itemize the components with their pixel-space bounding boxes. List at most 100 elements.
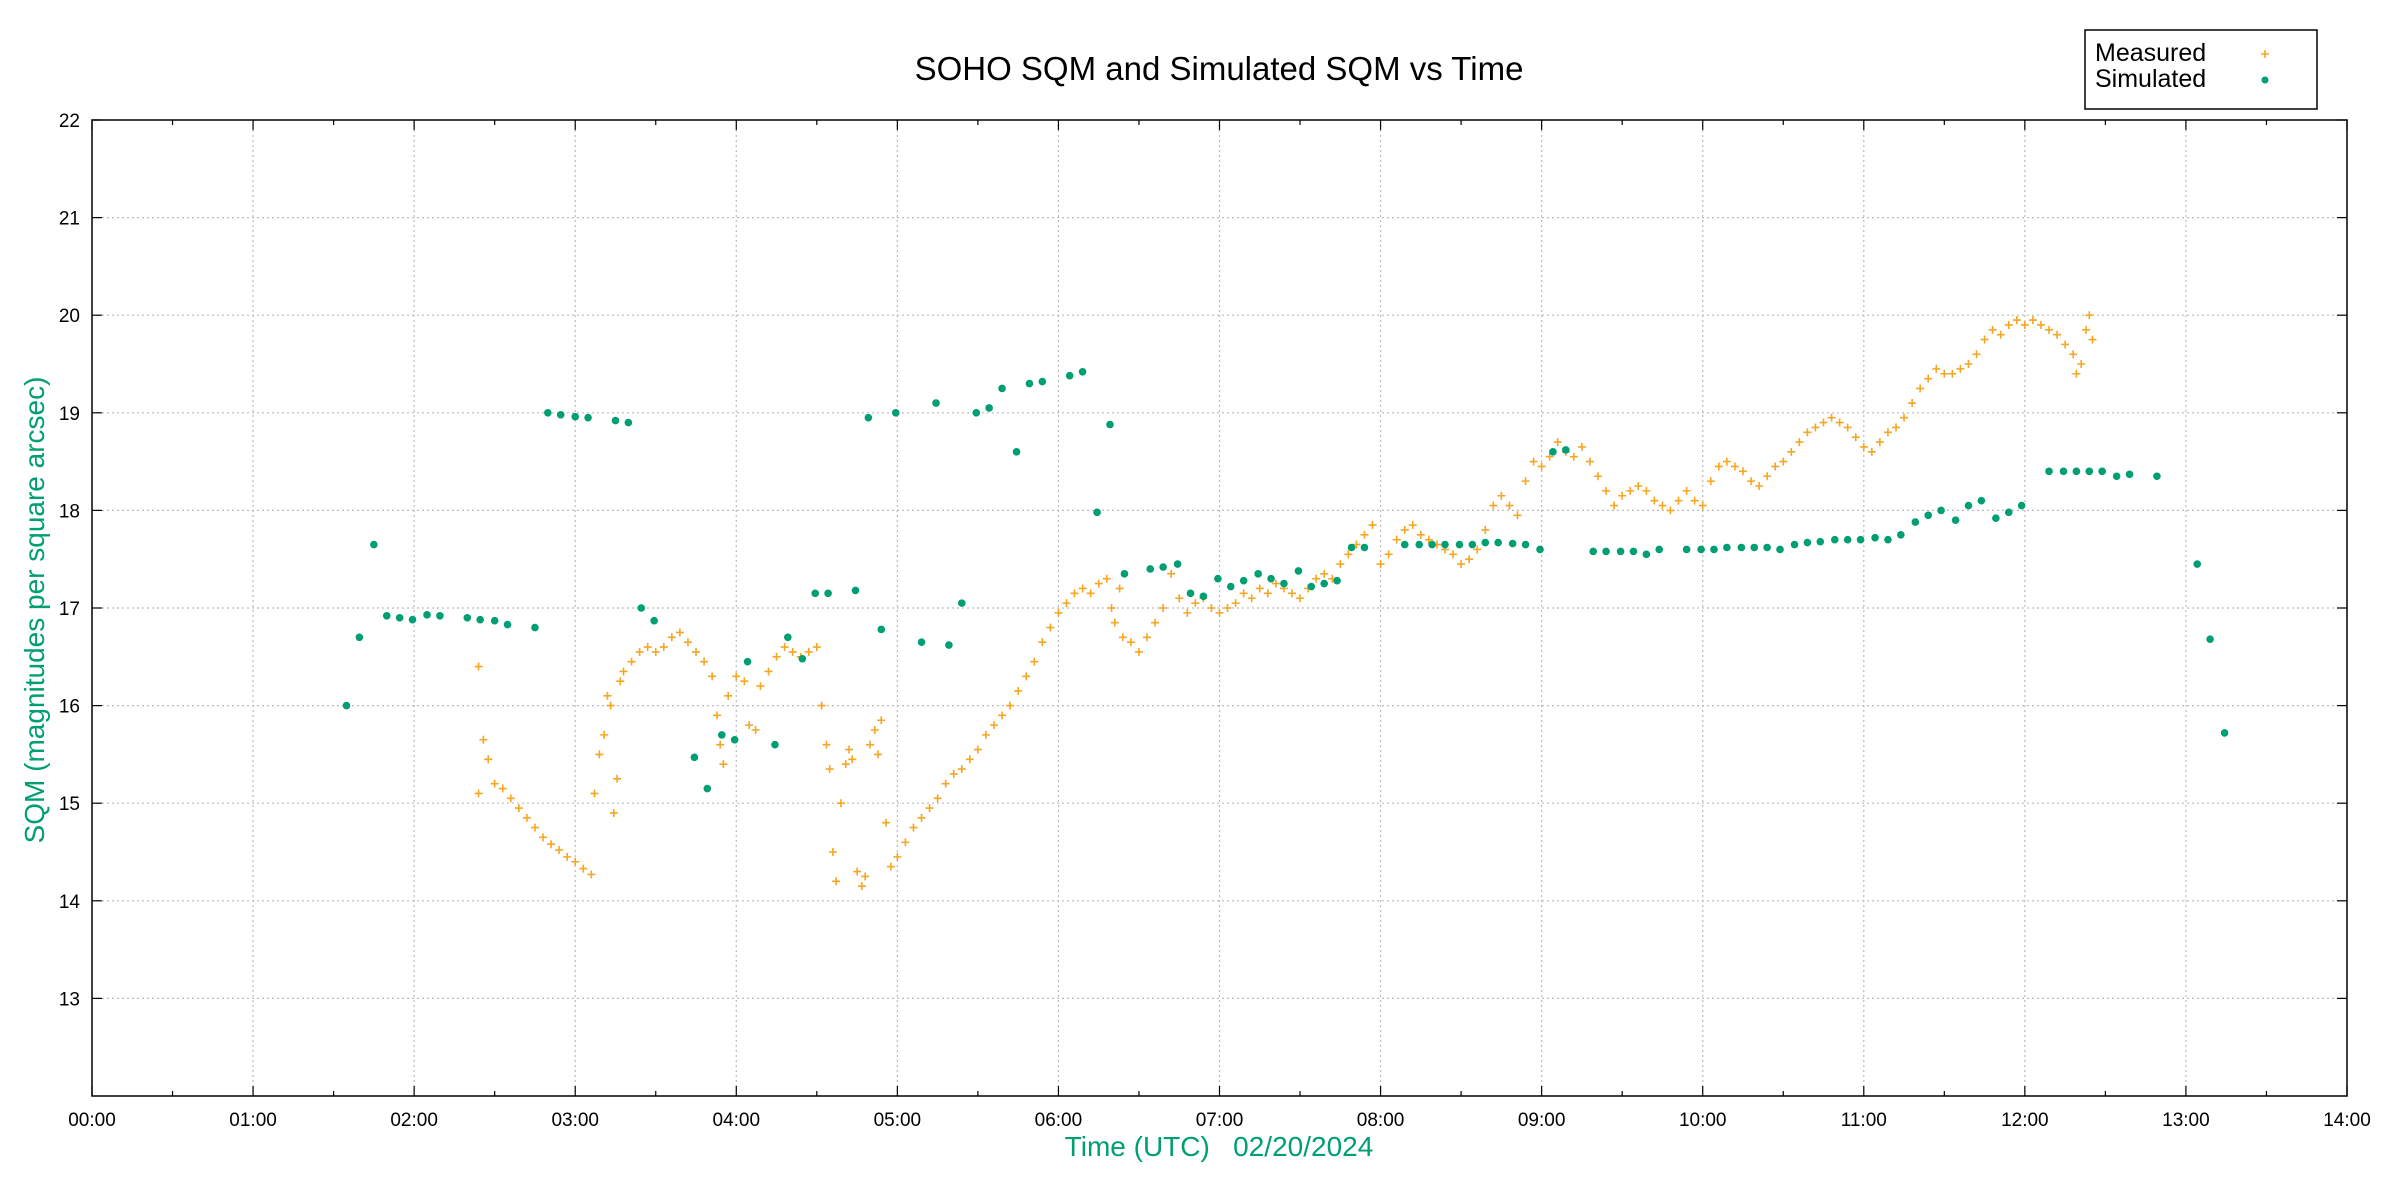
measured-point: [1569, 452, 1578, 461]
simulated-point: [1254, 570, 1262, 578]
measured-point: [917, 813, 926, 822]
measured-point: [836, 799, 845, 808]
x-tick-labels: 00:00 01:00 02:00 03:00 04:00 05:00 06:00 07:00…: [68, 1110, 2371, 1131]
simulated-point: [1494, 538, 1502, 547]
simulated-point: [1816, 537, 1825, 546]
measured-point: [530, 823, 539, 832]
measured-point: [1795, 438, 1804, 447]
measured-point: [539, 833, 547, 842]
simulated-point: [1320, 579, 1328, 588]
simulated-point: [1856, 535, 1865, 544]
simulated-point: [1093, 508, 1101, 517]
simulated-point: [423, 611, 431, 619]
measured-point: [1666, 506, 1675, 515]
y-tick-labels: 13 14 15 16 17 18 19 20 21 22: [59, 111, 81, 1010]
measured-point: [861, 872, 870, 881]
measured-point: [788, 647, 797, 656]
simulated-point: [2059, 467, 2068, 476]
measured-point: [1859, 442, 1868, 451]
measured-point: [1247, 594, 1256, 603]
x-tick-label: 09:00: [1518, 1110, 1566, 1131]
measured-point: [1457, 560, 1466, 569]
measured-point: [1312, 574, 1321, 583]
measured-point: [603, 691, 612, 700]
measured-point: [1368, 521, 1377, 530]
simulated-point: [1025, 379, 1034, 388]
x-tick-label: 01:00: [229, 1110, 277, 1131]
simulated-point: [998, 384, 1006, 393]
y-tick-label: 13: [59, 989, 80, 1010]
measured-point: [845, 745, 854, 754]
measured-point: [1497, 491, 1506, 500]
simulated-point: [556, 410, 565, 419]
measured-point: [1255, 584, 1264, 593]
measured-point: [613, 774, 622, 783]
measured-point: [1835, 418, 1844, 427]
measured-point: [667, 633, 676, 642]
simulated-point: [1468, 540, 1477, 549]
measured-point: [1207, 604, 1216, 612]
measured-point: [981, 730, 990, 739]
measured-point: [1521, 477, 1530, 486]
simulated-point: [2125, 470, 2134, 479]
measured-point: [2028, 316, 2037, 325]
measured-point: [1465, 555, 1474, 564]
measured-point: [1086, 589, 1095, 598]
x-tick-label: 03:00: [551, 1110, 599, 1131]
x-tick-label: 13:00: [2162, 1110, 2210, 1131]
measured-point: [822, 740, 831, 749]
simulated-point: [637, 604, 646, 612]
measured-point: [973, 745, 982, 754]
measured-point: [1070, 589, 1079, 598]
measured-point: [547, 840, 556, 849]
simulated-point: [985, 404, 993, 412]
simulated-point: [395, 613, 404, 622]
simulated-point: [1642, 550, 1651, 559]
measured-point: [606, 701, 615, 710]
measured-point: [1320, 569, 1329, 578]
measured-point: [522, 813, 531, 822]
measured-point: [1473, 545, 1482, 554]
measured-point: [587, 870, 596, 879]
measured-point: [1738, 467, 1747, 476]
measured-point: [571, 857, 580, 866]
measured-point: [1046, 623, 1055, 632]
measured-point: [506, 794, 515, 803]
measured-point: [659, 643, 668, 652]
measured-point: [1449, 550, 1458, 559]
simulated-point: [1106, 420, 1114, 429]
simulated-point: [1830, 535, 1839, 544]
measured-point: [941, 779, 950, 788]
simulated-point: [784, 633, 792, 642]
measured-point: [1022, 672, 1031, 681]
y-tick-label: 18: [59, 501, 80, 522]
measured-point: [490, 779, 499, 788]
measured-point: [1763, 472, 1772, 481]
measured-point: [1924, 374, 1933, 383]
measured-point: [2088, 335, 2097, 344]
y-tick-label: 19: [59, 404, 80, 425]
measured-point: [1916, 384, 1925, 393]
measured-point: [1102, 574, 1111, 583]
x-tick-label: 06:00: [1035, 1110, 1083, 1131]
measured-point: [1851, 433, 1860, 442]
measured-point: [2069, 350, 2078, 359]
simulated-point: [771, 740, 779, 749]
measured-point: [1908, 399, 1917, 408]
measured-point: [1408, 521, 1417, 530]
measured-point: [825, 765, 834, 774]
measured-point: [1698, 501, 1707, 510]
measured-point: [857, 882, 866, 891]
measured-point: [1481, 525, 1490, 534]
simulated-point: [1992, 514, 2000, 523]
simulated-point: [2193, 560, 2202, 568]
measured-point: [1376, 560, 1385, 569]
simulated-point: [1415, 540, 1424, 549]
x-tick-label: 07:00: [1196, 1110, 1244, 1131]
simulated-point: [1911, 518, 1920, 526]
measured-point: [841, 760, 850, 769]
simulated-point: [972, 409, 981, 417]
measured-point: [2053, 330, 2062, 339]
measured-point: [1231, 599, 1240, 608]
